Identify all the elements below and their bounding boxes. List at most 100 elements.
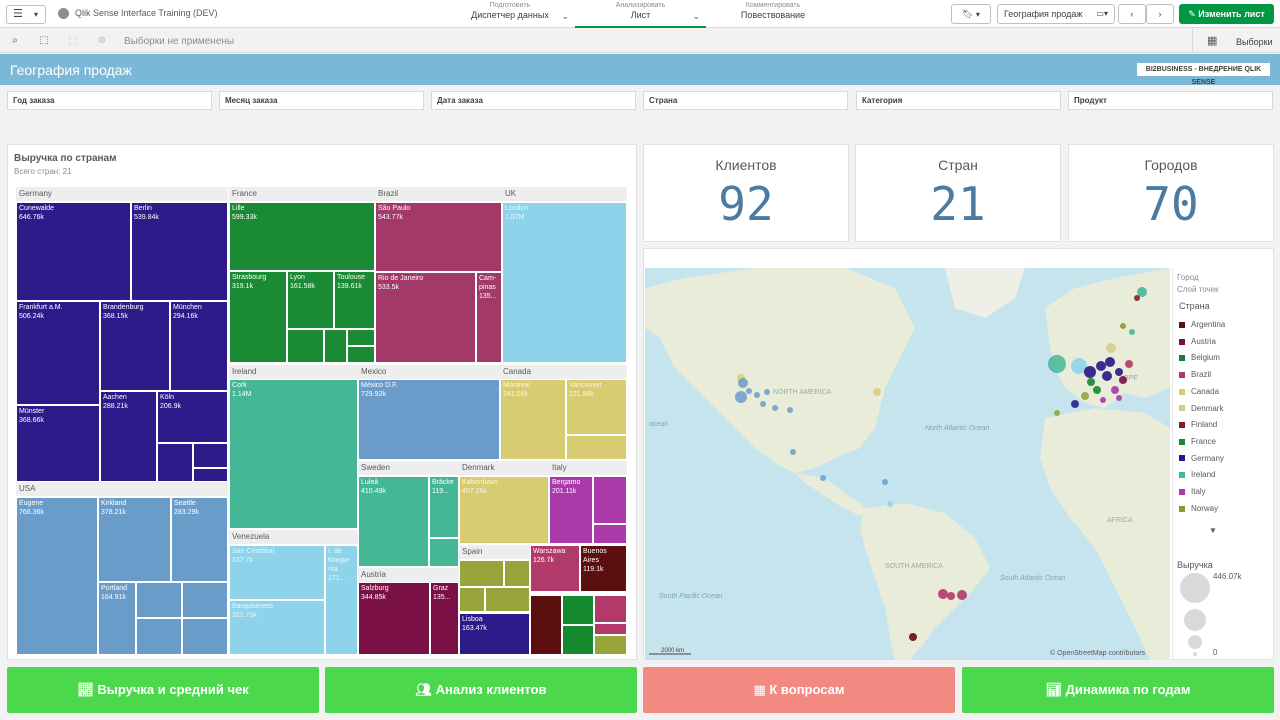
legend-country-item[interactable]: Belgium [1179,353,1220,362]
group-germany[interactable]: Germany [16,187,228,201]
tile-canada-small[interactable] [566,435,627,460]
tile-toulouse[interactable]: Toulouse 139.61k [334,271,375,329]
tile-germany-small[interactable] [193,468,228,482]
map-point[interactable] [882,479,888,485]
tile-koln[interactable]: Köln 206.9k [157,391,228,443]
tile-munchen[interactable]: München 294.16k [170,301,228,391]
map-point[interactable] [738,378,748,388]
tile-seattle[interactable]: Seattle 283.29k [171,497,228,582]
tile-aachen[interactable]: Aachen 288.21k [100,391,157,482]
legend-country-item[interactable]: Canada [1179,387,1219,396]
map-point[interactable] [1106,343,1116,353]
legend-country-item[interactable]: Germany [1179,454,1224,463]
map-point[interactable] [1100,397,1106,403]
legend-country-item[interactable]: Ireland [1179,470,1215,479]
map-point[interactable] [1134,295,1140,301]
tile-cork[interactable]: Cork 1.14M [229,379,358,529]
map-point[interactable] [760,401,766,407]
tile-kobenhavn[interactable]: København 407.26k [459,476,549,544]
filter-country[interactable]: Страна [643,91,848,110]
map-point[interactable] [772,405,778,411]
map-point[interactable] [1119,376,1127,384]
map-canvas[interactable]: NORTH AMERICA SOUTH AMERICA AFRICA OPE N… [645,268,1170,660]
map-point[interactable] [787,407,793,413]
tile-misc[interactable] [594,623,627,635]
tile-brandenburg[interactable]: Brandenburg 368.15k [100,301,170,391]
map-point[interactable] [820,475,826,481]
filter-order-date[interactable]: Дата заказа [431,91,636,110]
legend-country-item[interactable]: France [1179,437,1216,446]
tile-sancristobal[interactable]: San Cristóbal 337.7k [229,545,325,600]
tile-lille[interactable]: Lille 599.33k [229,202,375,271]
global-menu-button[interactable]: ☰ ▾ [6,5,46,24]
group-denmark[interactable]: Denmark [459,461,549,475]
filter-product[interactable]: Продукт [1068,91,1273,110]
map-point[interactable] [790,449,796,455]
smart-search-icon[interactable]: ⌕ [12,35,18,46]
group-italy[interactable]: Italy [549,461,627,475]
filter-order-month[interactable]: Месяц заказа [219,91,424,110]
bookmark-button[interactable]: 🔖︎ ▾ [951,4,991,24]
tab-prepare[interactable]: Подготовить Диспетчер данных ⌄ [445,2,575,28]
tile-belgium[interactable] [562,625,594,655]
tile-lyon[interactable]: Lyon 161.58k [287,271,334,329]
map-point[interactable] [1054,410,1060,416]
map-point[interactable] [887,501,893,507]
group-usa[interactable]: USA [16,482,228,496]
tile-belgium[interactable] [562,595,594,625]
tile-ldemargarita[interactable]: I. de Marga-rita 171... [325,545,358,655]
legend-scroll-down-icon[interactable]: ▼ [1209,526,1217,535]
group-sweden[interactable]: Sweden [358,461,459,475]
map-point[interactable] [1096,361,1106,371]
tile-vancouver[interactable]: Vancouver 221.88k [566,379,627,435]
tile-usa-small[interactable] [136,582,182,618]
tile-france-small[interactable] [324,329,347,363]
tile-london[interactable]: London 1.07M [502,202,627,363]
tile-germany-small[interactable] [193,443,228,468]
map-point[interactable] [909,633,917,641]
map-point[interactable] [1048,355,1066,373]
group-ireland[interactable]: Ireland [229,365,358,379]
map-attribution[interactable]: © OpenStreetMap contributors [1050,649,1146,657]
legend-country-item[interactable]: Norway [1179,504,1218,513]
map-point[interactable] [1137,287,1147,297]
map-point[interactable] [1120,323,1126,329]
tile-barquisimeto[interactable]: Barquisimeto 321.73k [229,600,325,655]
tile-france-small[interactable] [287,329,324,363]
tile-spain-small[interactable] [485,587,530,612]
sheet-selector[interactable]: География продаж ▭▾ [997,4,1115,24]
tile-warszawa[interactable]: Warszawa 126.7k [530,545,580,592]
to-questions-button[interactable]: ▦ К вопросам [643,667,955,713]
tile-germany-small[interactable] [157,443,193,482]
map-point[interactable] [754,392,760,398]
map-point[interactable] [1116,395,1122,401]
map-point[interactable] [1087,378,1095,386]
map-point[interactable] [1115,368,1123,376]
next-sheet-button[interactable]: › [1146,4,1174,24]
map-point[interactable] [764,389,770,395]
tile-france-small[interactable] [347,346,375,363]
map-point[interactable] [947,592,955,600]
map-point[interactable] [1129,329,1135,335]
tile-berlin[interactable]: Berlin 539.84k [131,202,228,301]
tile-usa-small[interactable] [136,618,182,655]
map-point[interactable] [1111,386,1119,394]
legend-country-item[interactable]: Italy [1179,487,1206,496]
tab-analyze[interactable]: Анализировать Лист ⌄ [575,2,706,28]
tile-lisboa[interactable]: Lisboa 163.47k [459,613,530,655]
previous-sheet-button[interactable]: ‹ [1118,4,1146,24]
yearly-dynamics-button[interactable]: 📊︎ Динамика по годам [962,667,1274,713]
group-france[interactable]: France [229,187,375,201]
map-point[interactable] [1084,366,1096,378]
tile-eugene[interactable]: Eugene 766.36k [16,497,98,655]
group-venezuela[interactable]: Venezuela [229,530,358,544]
tile-france-small[interactable] [347,329,375,346]
group-mexico[interactable]: Mexico [358,365,500,379]
group-spain[interactable]: Spain [459,545,530,559]
group-uk[interactable]: UK [502,187,627,201]
group-austria[interactable]: Austria [358,568,459,582]
revenue-avg-check-button[interactable]: 📈︎ Выручка и средний чек [7,667,319,713]
map-point[interactable] [1071,400,1079,408]
tile-misc[interactable] [594,595,627,623]
group-brazil[interactable]: Brazil [375,187,502,201]
